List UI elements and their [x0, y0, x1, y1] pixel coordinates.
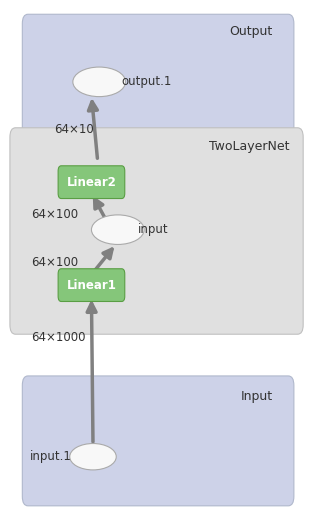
Text: Linear2: Linear2: [67, 176, 116, 188]
Text: 64×1000: 64×1000: [31, 332, 86, 344]
FancyBboxPatch shape: [22, 14, 294, 136]
Text: output.1: output.1: [121, 76, 171, 88]
FancyBboxPatch shape: [58, 166, 125, 199]
FancyBboxPatch shape: [10, 128, 303, 334]
Text: input: input: [138, 223, 169, 236]
FancyBboxPatch shape: [22, 376, 294, 506]
Ellipse shape: [73, 67, 126, 97]
FancyBboxPatch shape: [58, 269, 125, 301]
Text: 64×100: 64×100: [31, 256, 78, 269]
Text: input.1: input.1: [29, 450, 71, 463]
Text: Input: Input: [241, 390, 273, 403]
Text: 64×10: 64×10: [54, 123, 94, 136]
Ellipse shape: [91, 215, 144, 244]
Text: TwoLayerNet: TwoLayerNet: [209, 140, 290, 153]
Ellipse shape: [70, 444, 116, 470]
Text: Linear1: Linear1: [67, 279, 116, 291]
Text: 64×100: 64×100: [31, 208, 78, 221]
Text: Output: Output: [229, 25, 273, 39]
